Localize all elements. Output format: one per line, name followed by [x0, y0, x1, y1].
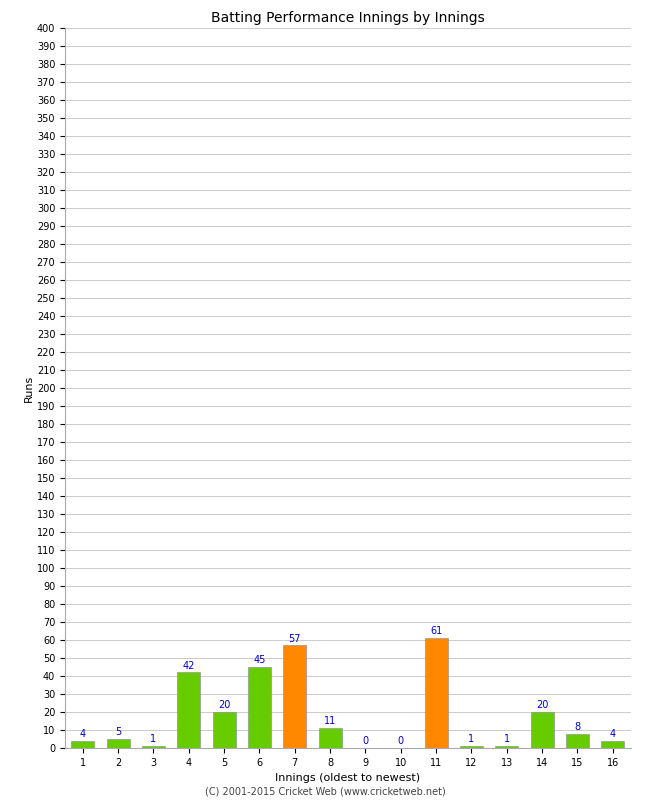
Bar	[530, 712, 554, 748]
Text: 0: 0	[398, 736, 404, 746]
Bar	[424, 638, 448, 748]
Bar	[495, 746, 518, 748]
Text: 20: 20	[218, 700, 230, 710]
Text: 57: 57	[289, 634, 301, 643]
Text: 5: 5	[115, 727, 121, 738]
Bar	[460, 746, 483, 748]
Bar	[72, 741, 94, 748]
Title: Batting Performance Innings by Innings: Batting Performance Innings by Innings	[211, 11, 485, 26]
X-axis label: Innings (oldest to newest): Innings (oldest to newest)	[275, 774, 421, 783]
Bar	[601, 741, 624, 748]
Text: 4: 4	[79, 729, 86, 739]
Bar	[566, 734, 589, 748]
Y-axis label: Runs: Runs	[24, 374, 34, 402]
Text: 0: 0	[362, 736, 369, 746]
Bar	[283, 646, 306, 748]
Text: 42: 42	[183, 661, 195, 670]
Bar	[142, 746, 165, 748]
Bar	[213, 712, 235, 748]
Bar	[177, 672, 200, 748]
Text: 1: 1	[150, 734, 157, 744]
Text: 11: 11	[324, 717, 336, 726]
Text: (C) 2001-2015 Cricket Web (www.cricketweb.net): (C) 2001-2015 Cricket Web (www.cricketwe…	[205, 786, 445, 796]
Text: 45: 45	[254, 655, 266, 665]
Text: 1: 1	[504, 734, 510, 744]
Text: 61: 61	[430, 626, 442, 636]
Text: 20: 20	[536, 700, 549, 710]
Text: 1: 1	[469, 734, 474, 744]
Bar	[318, 728, 341, 748]
Text: 8: 8	[575, 722, 580, 732]
Bar	[107, 739, 129, 748]
Bar	[248, 667, 271, 748]
Text: 4: 4	[610, 729, 616, 739]
